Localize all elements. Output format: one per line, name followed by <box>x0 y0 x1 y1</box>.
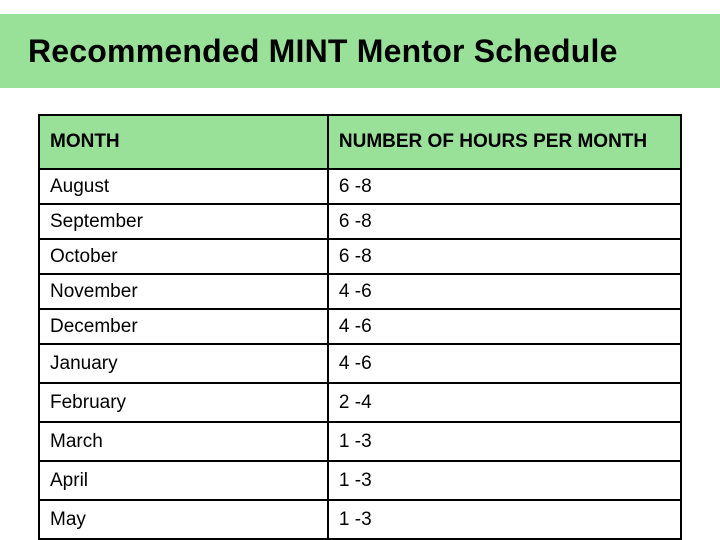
table-row: August6 -8 <box>39 169 681 204</box>
page-title: Recommended MINT Mentor Schedule <box>28 33 618 70</box>
col-header-hours: NUMBER OF HOURS PER MONTH <box>328 115 681 169</box>
title-band: Recommended MINT Mentor Schedule <box>0 14 720 88</box>
table-row: December4 -6 <box>39 309 681 344</box>
table-row: February2 -4 <box>39 383 681 422</box>
schedule-table-wrap: MONTH NUMBER OF HOURS PER MONTH August6 … <box>38 114 682 540</box>
cell-hours: 6 -8 <box>328 239 681 274</box>
cell-month: April <box>39 461 328 500</box>
schedule-table: MONTH NUMBER OF HOURS PER MONTH August6 … <box>38 114 682 540</box>
table-row: November4 -6 <box>39 274 681 309</box>
cell-month: December <box>39 309 328 344</box>
slide: Recommended MINT Mentor Schedule MONTH N… <box>0 0 720 540</box>
table-row: October6 -8 <box>39 239 681 274</box>
cell-month: November <box>39 274 328 309</box>
cell-month: May <box>39 500 328 539</box>
cell-month: August <box>39 169 328 204</box>
table-header-row: MONTH NUMBER OF HOURS PER MONTH <box>39 115 681 169</box>
table-body: August6 -8September6 -8October6 -8Novemb… <box>39 169 681 539</box>
cell-hours: 4 -6 <box>328 309 681 344</box>
cell-hours: 4 -6 <box>328 274 681 309</box>
cell-hours: 6 -8 <box>328 204 681 239</box>
cell-month: October <box>39 239 328 274</box>
cell-hours: 6 -8 <box>328 169 681 204</box>
cell-month: March <box>39 422 328 461</box>
cell-month: February <box>39 383 328 422</box>
table-row: January4 -6 <box>39 344 681 383</box>
cell-hours: 1 -3 <box>328 422 681 461</box>
cell-hours: 4 -6 <box>328 344 681 383</box>
cell-month: January <box>39 344 328 383</box>
cell-hours: 2 -4 <box>328 383 681 422</box>
col-header-month: MONTH <box>39 115 328 169</box>
table-row: September6 -8 <box>39 204 681 239</box>
cell-hours: 1 -3 <box>328 461 681 500</box>
cell-month: September <box>39 204 328 239</box>
table-row: March1 -3 <box>39 422 681 461</box>
cell-hours: 1 -3 <box>328 500 681 539</box>
table-row: May1 -3 <box>39 500 681 539</box>
table-row: April1 -3 <box>39 461 681 500</box>
